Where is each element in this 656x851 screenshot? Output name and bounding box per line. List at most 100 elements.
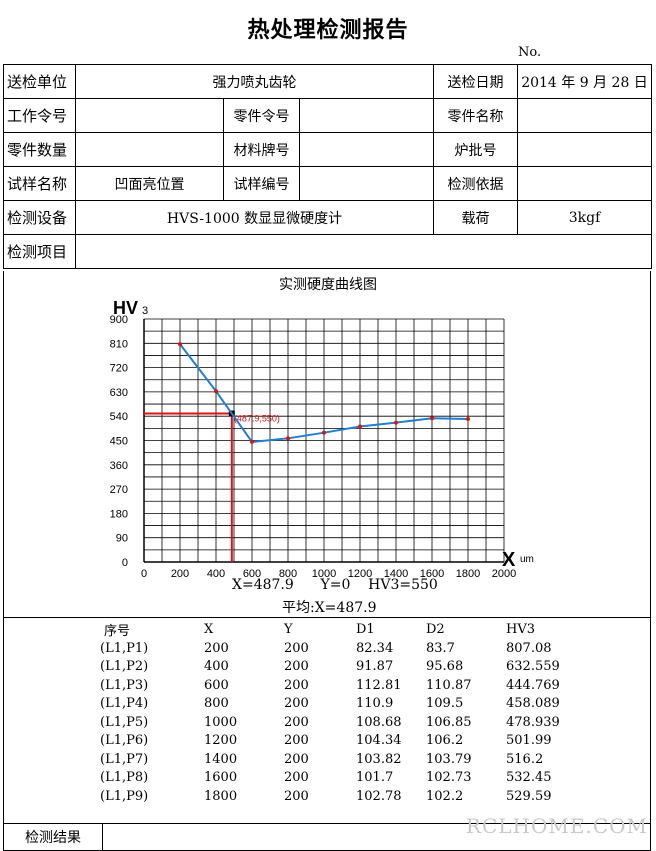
value-material[interactable] [298,132,435,167]
value-standard[interactable] [517,166,653,201]
table-header-cell: Y [284,622,293,637]
label-batch: 炉批号 [433,132,519,167]
table-cell: 110.9 [356,696,394,712]
form-row: 检测设备 HVS-1000 数显显微硬度计 载荷 3kgf [3,200,653,235]
table-cell: 200 [204,640,229,656]
table-cell: 632.559 [506,659,560,675]
table-cell: 478.939 [506,714,560,730]
label-quantity: 零件数量 [3,132,76,167]
label-load: 载荷 [433,200,519,235]
table-cell: 101.7 [356,770,394,786]
x-tick-label: 2000 [492,568,516,580]
table-cell: 200 [284,714,309,730]
label-result: 检测结果 [3,823,103,851]
table-cell: 91.87 [356,659,394,675]
value-test-item[interactable] [74,234,653,269]
x-tick-labels: 0 200 400 600 800 1000 1200 1400 1600 1800 2000 [141,568,516,580]
hardness-curve-chart: 0 90 180 270 360 450 540 630 720 810 900 0 200 400 60… [110,298,534,580]
table-cell: 200 [284,751,309,767]
y-tick-label: 180 [110,508,128,520]
x-tick-label: 600 [243,568,261,580]
label-equipment: 检测设备 [3,200,76,235]
table-cell: 529.59 [506,788,552,804]
table-cell: 1000 [204,714,238,730]
table-row: (L1,P1) 200 200 82.34 83.7 807.08 [100,639,572,658]
table-cell: 82.34 [356,640,394,656]
x-tick-label: 200 [171,568,189,580]
value-equipment[interactable]: HVS-1000 数显显微硬度计 [74,200,435,235]
table-cell: 458.089 [506,696,560,712]
series-point [466,417,470,422]
table-row: (L1,P8) 1600 200 101.7 102.73 532.45 [100,769,572,788]
table-cell: 1800 [204,788,238,804]
table-cell: 103.79 [426,751,472,767]
table-cell: 103.82 [356,751,402,767]
y-tick-label: 270 [110,484,128,496]
label-test-item: 检测项目 [3,234,76,269]
value-client[interactable]: 强力喷丸齿轮 [74,64,435,99]
label-material: 材料牌号 [223,132,300,167]
table-cell: (L1,P4) [100,696,149,712]
form-row: 送检单位 强力喷丸齿轮 送检日期 2014 年 9 月 28 日 [3,64,653,99]
value-sample-no[interactable] [298,166,435,201]
form-row: 检测项目 [3,234,653,269]
x-tick-label: 1800 [456,568,480,580]
x-tick-label: 1200 [348,568,372,580]
chart-frame [3,271,651,846]
table-cell: 501.99 [506,733,552,749]
table-header-cell: X [204,622,214,637]
table-cell: 110.87 [426,677,472,693]
table-cell: 800 [204,696,229,712]
x-tick-label: 400 [207,568,225,580]
value-sample-name[interactable]: 凹面亮位置 [75,166,224,201]
label-sample-name: 试样名称 [3,166,76,201]
table-cell: 1200 [204,733,238,749]
label-part-order: 零件令号 [223,98,300,133]
table-cell: 1600 [204,770,238,786]
table-cell: 104.34 [356,733,402,749]
watermark: RCLHOME.COM [465,814,648,838]
table-cell: (L1,P5) [100,714,149,730]
value-batch[interactable] [517,132,653,167]
table-cell: (L1,P7) [100,751,149,767]
form-row: 工作令号 零件令号 零件名称 [3,98,653,133]
table-cell: 83.7 [426,640,455,656]
value-part-name[interactable] [517,98,653,133]
y-axis-label: HV [113,298,138,318]
table-cell: 444.769 [506,677,560,693]
y-axis-label-suffix: 3 [142,305,148,317]
x-tick-label: 800 [279,568,297,580]
value-date[interactable]: 2014 年 9 月 28 日 [517,64,653,99]
series-point [394,420,398,425]
table-cell: 200 [284,659,309,675]
label-standard: 检测依据 [433,166,519,201]
table-cell: 400 [204,659,229,675]
value-work-order[interactable] [75,98,224,133]
table-cell: (L1,P2) [100,659,149,675]
value-part-order[interactable] [298,98,435,133]
value-quantity[interactable] [75,132,224,167]
y-tick-label: 90 [116,533,128,545]
table-cell: 600 [204,677,229,693]
table-header-cell: D2 [426,622,445,637]
y-tick-label: 0 [122,557,128,569]
value-load[interactable]: 3kgf [517,200,653,235]
table-header-cell: 序号 [104,624,131,639]
form-row: 试样名称 凹面亮位置 试样编号 检测依据 [3,166,653,201]
table-cell: 112.81 [356,677,402,693]
series-point [214,389,218,394]
divider [3,617,651,618]
table-cell: 108.68 [356,714,402,730]
y-tick-label: 900 [110,314,128,326]
y-tick-label: 810 [110,338,128,350]
table-body: (L1,P1) 200 200 82.34 83.7 807.08 (L1,P2) 400 20… [100,639,572,806]
table-cell: 532.45 [506,770,552,786]
y-tick-label: 720 [110,363,128,375]
x-tick-label: 1400 [384,568,408,580]
table-cell: 200 [284,733,309,749]
table-cell: 95.68 [426,659,464,675]
x-tick-label: 1600 [420,568,444,580]
series-point [322,430,326,435]
report-number-label: No. [518,45,542,60]
result-table: 检测结果 [3,823,651,851]
